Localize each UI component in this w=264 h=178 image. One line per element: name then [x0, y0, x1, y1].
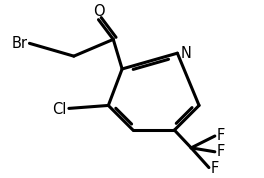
Text: F: F	[217, 127, 225, 143]
Text: F: F	[211, 161, 219, 176]
Text: O: O	[93, 4, 104, 19]
Text: N: N	[180, 46, 191, 61]
Text: Br: Br	[11, 36, 27, 51]
Text: Cl: Cl	[53, 102, 67, 117]
Text: F: F	[217, 144, 225, 159]
